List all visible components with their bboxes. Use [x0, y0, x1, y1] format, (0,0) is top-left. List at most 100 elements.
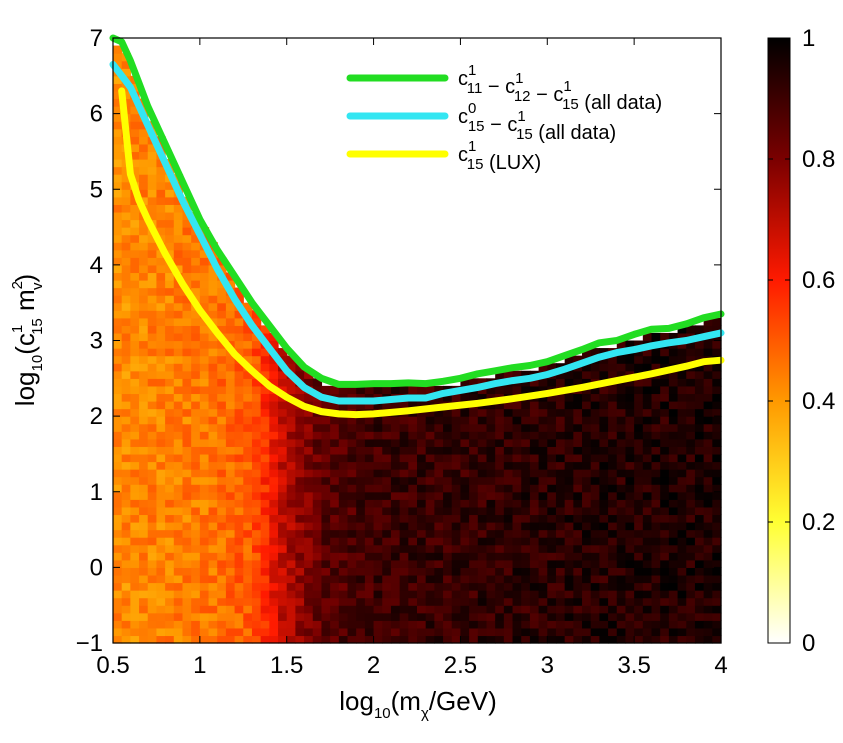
heatmap-cell: [382, 590, 392, 599]
heatmap-cell: [130, 143, 140, 153]
heatmap-cell: [139, 370, 149, 379]
heatmap-cell: [356, 620, 366, 629]
heatmap-cell: [608, 499, 618, 508]
heatmap-cell: [191, 355, 201, 364]
heatmap-cell: [399, 499, 409, 508]
heatmap-cell: [147, 620, 158, 629]
heatmap-cell: [234, 317, 244, 326]
heatmap-cell: [121, 370, 131, 379]
heatmap-cell: [269, 627, 279, 637]
heatmap-cell: [486, 461, 496, 470]
heatmap-cell: [347, 423, 357, 432]
heatmap-cell: [286, 514, 296, 523]
heatmap-cell: [156, 159, 166, 168]
heatmap-cell: [512, 484, 522, 493]
heatmap-cell: [147, 204, 158, 213]
heatmap-cell: [434, 582, 444, 591]
heatmap-cell: [182, 627, 192, 637]
heatmap-cell: [139, 355, 149, 364]
heatmap-cell: [182, 219, 192, 228]
heatmap-cell: [390, 506, 401, 516]
heatmap-cell: [156, 204, 166, 213]
heatmap-cell: [364, 491, 375, 500]
heatmap-cell: [156, 491, 166, 500]
heatmap-cell: [625, 537, 635, 546]
heatmap-cell: [364, 582, 375, 591]
heatmap-cell: [382, 559, 392, 568]
heatmap-cell: [121, 552, 131, 561]
heatmap-cell: [121, 408, 131, 417]
heatmap-cell: [486, 385, 496, 395]
heatmap-cell: [382, 461, 392, 470]
heatmap-cell: [634, 438, 644, 447]
heatmap-cell: [686, 408, 696, 417]
heatmap-cell: [173, 476, 184, 485]
heatmap-cell: [434, 385, 444, 395]
heatmap-cell: [139, 378, 149, 387]
heatmap-cell: [208, 620, 218, 629]
heatmap-cell: [443, 537, 453, 546]
heatmap-cell: [399, 567, 409, 576]
heatmap-cell: [573, 484, 583, 493]
heatmap-cell: [147, 121, 158, 130]
x-tick-label: 4: [714, 652, 727, 679]
heatmap-cell: [460, 635, 470, 644]
heatmap-cell: [599, 401, 609, 410]
heatmap-cell: [199, 438, 210, 447]
heatmap-cell: [312, 582, 323, 591]
heatmap-cell: [130, 484, 140, 493]
heatmap-cell: [547, 544, 557, 553]
heatmap-cell: [417, 506, 427, 516]
heatmap-cell: [173, 302, 184, 311]
heatmap-cell: [434, 522, 444, 531]
heatmap-cell: [269, 635, 279, 644]
heatmap-cell: [634, 453, 644, 463]
heatmap-cell: [512, 401, 522, 410]
heatmap-cell: [330, 453, 340, 463]
heatmap-cell: [130, 340, 140, 349]
heatmap-cell: [477, 416, 488, 425]
heatmap-cell: [408, 416, 418, 425]
heatmap-cell: [330, 559, 340, 568]
heatmap-cell: [460, 453, 470, 463]
heatmap-cell: [165, 453, 175, 463]
heatmap-cell: [191, 325, 201, 334]
heatmap-cell: [330, 605, 340, 614]
heatmap-cell: [651, 522, 661, 531]
heatmap-cell: [243, 446, 253, 455]
heatmap-cell: [121, 469, 131, 478]
heatmap-cell: [408, 552, 418, 561]
heatmap-cell: [243, 544, 253, 553]
heatmap-cell: [208, 612, 218, 621]
heatmap-cell: [582, 506, 592, 516]
heatmap-cell: [625, 355, 635, 364]
heatmap-cell: [434, 590, 444, 599]
heatmap-cell: [434, 491, 444, 500]
heatmap-cell: [139, 627, 149, 637]
heatmap-cell: [182, 348, 192, 357]
heatmap-cell: [547, 597, 557, 606]
heatmap-cell: [269, 574, 279, 584]
heatmap-cell: [460, 597, 470, 606]
heatmap-cell: [208, 574, 218, 584]
heatmap-cell: [694, 370, 705, 379]
legend-label: c0 15 − c1 15 (all data): [458, 100, 616, 144]
heatmap-cell: [113, 340, 123, 349]
heatmap-cell: [694, 499, 705, 508]
heatmap-cell: [634, 401, 644, 410]
heatmap-cell: [321, 582, 331, 591]
heatmap-cell: [451, 469, 462, 478]
heatmap-cell: [199, 355, 210, 364]
heatmap-cell: [278, 408, 288, 417]
heatmap-cell: [234, 499, 244, 508]
heatmap-cell: [330, 438, 340, 447]
heatmap-cell: [521, 559, 531, 568]
heatmap-cell: [304, 574, 314, 584]
heatmap-cell: [555, 529, 566, 538]
heatmap-cell: [251, 574, 262, 584]
heatmap-cell: [712, 363, 722, 372]
heatmap-cell: [165, 325, 175, 334]
heatmap-cell: [582, 582, 592, 591]
heatmap-cell: [460, 544, 470, 553]
heatmap-cell: [225, 423, 236, 432]
